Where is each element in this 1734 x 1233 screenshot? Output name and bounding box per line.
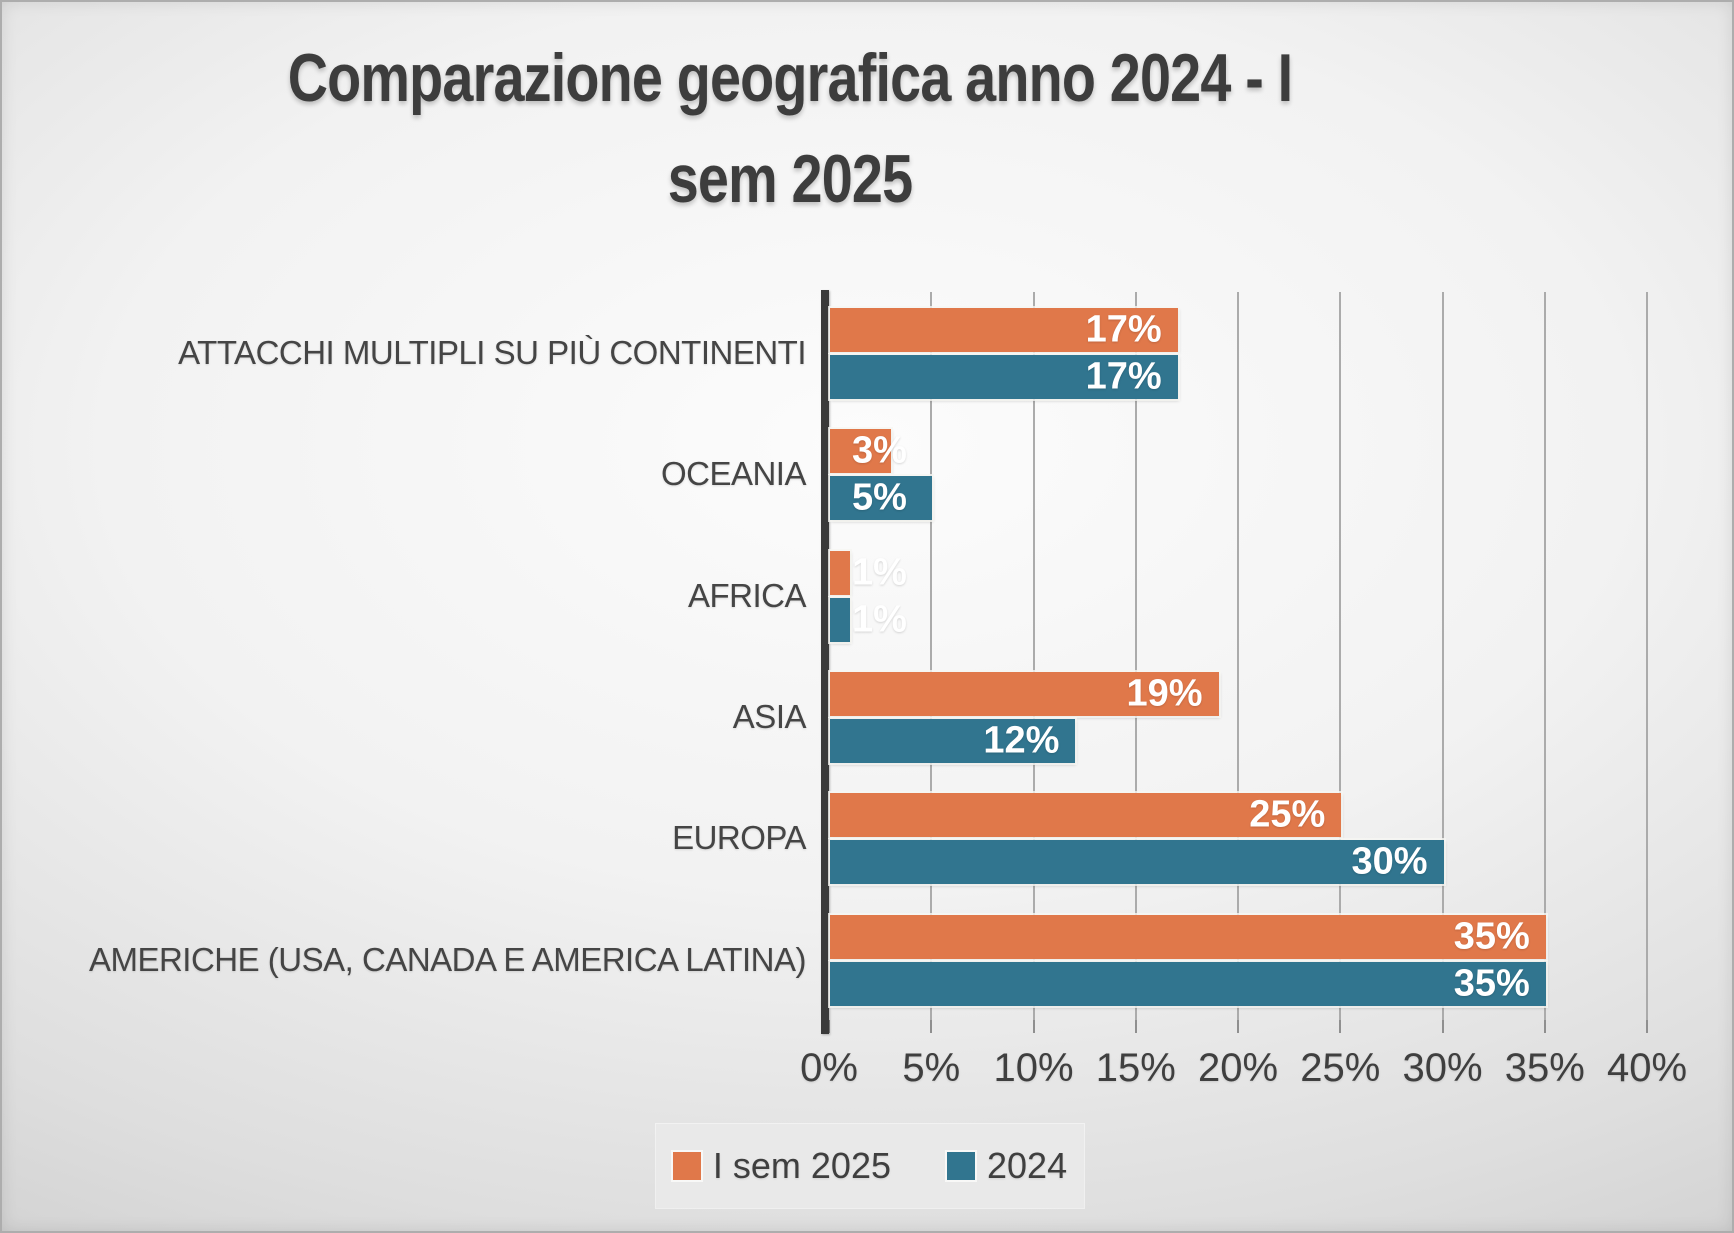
category-label: EUROPA (672, 819, 806, 857)
bar-i-sem-2025-americhe-usa-canada-e-america-latina: 35% (830, 914, 1546, 959)
category-label: ATTACCHI MULTIPLI SU PIÙ CONTINENTI (178, 334, 806, 371)
bar-value-label: 35% (1453, 915, 1530, 958)
gridline (1237, 292, 1239, 1020)
legend-swatch-i-sem-2025 (672, 1152, 701, 1180)
axis-tick (930, 1020, 933, 1033)
gridline (1134, 292, 1137, 1020)
bar-value-label: 19% (1126, 672, 1203, 715)
bar-i-sem-2025-asia: 19% (830, 672, 1219, 716)
x-axis-tick-label: 35% (1504, 1046, 1585, 1090)
gridline (930, 292, 933, 1020)
x-axis-tick-label: 5% (902, 1046, 961, 1090)
bar-value-label: 1% (852, 551, 907, 594)
axis-tick (1441, 1020, 1444, 1033)
chart-title-line-1: Comparazione geografica anno 2024 - I (287, 40, 1293, 116)
gridline (1441, 292, 1444, 1020)
y-axis-line (821, 290, 829, 1034)
chart-title-line-2: sem 2025 (667, 141, 913, 217)
x-axis-tick-label: 10% (993, 1046, 1074, 1090)
bar-2024-africa: 1% (830, 597, 907, 642)
bar-2024-americhe-usa-canada-e-america-latina: 35% (830, 961, 1546, 1006)
bar-value-label: 17% (1085, 355, 1162, 398)
legend-label-2024: 2024 (987, 1145, 1068, 1186)
bar-2024-attacchi-multipli-su-pi-continenti: 17% (830, 355, 1178, 399)
axis-tick (1237, 1020, 1239, 1033)
legend-item-i-sem-2025: I sem 2025 (672, 1145, 891, 1187)
chart-title: Comparazione geografica anno 2024 - I se… (191, 28, 1388, 230)
bar-value-label: 12% (983, 719, 1060, 762)
gridline (1543, 292, 1546, 1020)
bar-2024-europa: 30% (830, 840, 1444, 885)
x-axis-tick-label: 0% (800, 1046, 858, 1090)
x-axis-tick-label: 25% (1300, 1046, 1381, 1090)
axis-tick (1134, 1020, 1137, 1033)
bar-2024-oceania: 5% (830, 476, 933, 521)
category-label: ASIA (732, 698, 807, 735)
bar-value-label: 1% (852, 598, 907, 641)
bar-i-sem-2025-attacchi-multipli-su-pi-continenti: 17% (830, 308, 1178, 352)
category-label: OCEANIA (660, 455, 807, 493)
axis-tick (1032, 1020, 1035, 1033)
x-axis-tick-label: 30% (1402, 1046, 1483, 1090)
x-axis-tick-label: 20% (1197, 1046, 1279, 1090)
legend-item-2024: 2024 (947, 1145, 1067, 1187)
bar-value-label: 35% (1453, 962, 1530, 1005)
bar-value-label: 30% (1351, 840, 1428, 883)
legend: I sem 2025 2024 (656, 1124, 1084, 1208)
gridline (1646, 292, 1648, 1020)
bar-i-sem-2025-europa: 25% (830, 793, 1342, 838)
axis-tick (828, 1020, 830, 1033)
bar-value-label: 3% (852, 429, 907, 472)
bar-2024-asia: 12% (830, 719, 1076, 763)
x-axis-tick-label: 15% (1095, 1046, 1176, 1090)
bar-i-sem-2025-oceania: 3% (830, 429, 907, 474)
axis-tick (1339, 1020, 1342, 1033)
legend-swatch-2024 (947, 1152, 975, 1180)
bar-value-label: 25% (1249, 793, 1326, 836)
bar-value-label: 17% (1085, 308, 1162, 351)
gridline (1032, 292, 1035, 1020)
gridline (1339, 292, 1342, 1020)
axis-tick (1543, 1020, 1546, 1033)
category-label: AMERICHE (USA, CANADA E AMERICA LATINA) (88, 940, 807, 978)
category-label: AFRICA (687, 576, 807, 614)
bar-i-sem-2025-africa: 1% (830, 550, 907, 595)
bar-value-label: 5% (852, 476, 907, 519)
legend-label-i-sem-2025: I sem 2025 (712, 1145, 891, 1186)
axis-tick (1646, 1020, 1648, 1033)
x-axis-tick-label: 40% (1606, 1046, 1688, 1090)
